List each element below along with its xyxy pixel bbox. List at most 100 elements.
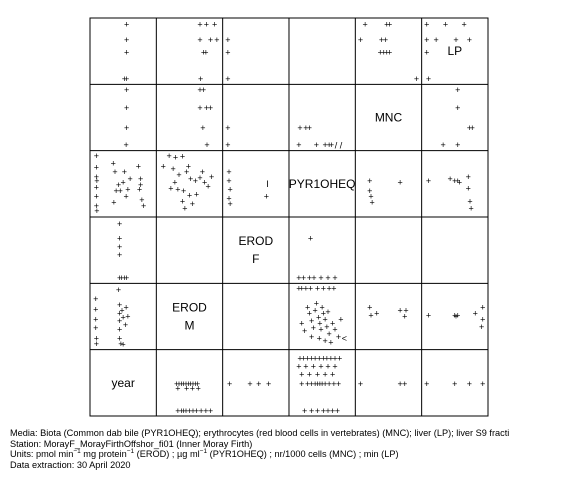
scatter-point: +	[228, 199, 233, 209]
caption-station: Station: MorayF_MorayFirthOffshor_fi01 (…	[10, 438, 253, 449]
scatter-point: +	[318, 273, 323, 283]
scatter-point: +	[124, 103, 129, 113]
scatter-point: +	[455, 103, 460, 113]
scatter-point: +	[111, 197, 116, 207]
scatter-point: +	[225, 47, 230, 57]
scatter-point: +	[315, 406, 320, 416]
scatter-point: +	[313, 306, 318, 316]
scatter-point: +	[183, 379, 188, 389]
scatter-point: +	[94, 172, 99, 182]
scatter-point: +	[124, 273, 129, 283]
scatter-point: +	[183, 406, 188, 416]
scatter-point: +	[94, 206, 99, 216]
scatter-point: +	[182, 203, 187, 213]
scatter-point: +	[190, 384, 195, 394]
scatter-point: +	[204, 103, 209, 113]
panel-dividers	[90, 18, 488, 416]
scatter-point: +	[111, 158, 116, 168]
scatter-point: +	[299, 379, 304, 389]
scatter-point: +	[206, 182, 211, 192]
scatter-point: +	[367, 186, 372, 196]
caption-media: Media: Biota (Common dab bile (PYR1OHEQ)…	[10, 428, 510, 438]
scatter-point: +	[200, 123, 205, 133]
scatter-point: +	[190, 379, 195, 389]
scatter-point: +	[325, 406, 330, 416]
scatter-point: +	[198, 74, 203, 84]
scatter-point: +	[424, 19, 429, 29]
scatter-point: +	[424, 35, 429, 45]
scatter-point: +	[125, 185, 130, 195]
scatter-point: +	[184, 167, 189, 177]
scatter-point: +	[317, 334, 322, 344]
scatter-point: +	[327, 283, 332, 293]
scatter-point: +	[181, 379, 186, 389]
scatter-point: +	[307, 123, 312, 133]
scatter-point: +	[335, 406, 340, 416]
scatter-point: +	[194, 406, 199, 416]
scatter-point: +	[208, 103, 213, 113]
scatter-point: +	[208, 406, 213, 416]
scatter-point: +	[311, 273, 316, 283]
scatter-point: +	[414, 74, 419, 84]
scatter-point: +	[311, 361, 316, 371]
scatter-point: +	[398, 379, 403, 389]
scatter-point: +	[174, 379, 179, 389]
scatter-point: +	[214, 35, 219, 45]
scatter-point: +	[136, 161, 141, 171]
scatter-point: +	[117, 300, 122, 310]
scatter-point: +	[378, 47, 383, 57]
scatter-point: +	[398, 178, 403, 188]
scatter-point: +	[322, 336, 327, 346]
scatter-point: +	[466, 172, 471, 182]
scatter-point: +	[457, 178, 462, 188]
scatter-point: +	[317, 353, 322, 363]
scatter-point: +	[117, 316, 122, 326]
scatter-point: +	[321, 309, 326, 319]
scatter-point: +	[176, 379, 181, 389]
scatter-point: +	[315, 283, 320, 293]
scatter-point: +	[320, 303, 325, 313]
scatter-point: +	[313, 379, 318, 389]
scatter-point: +	[467, 35, 472, 45]
scatter-point: +	[455, 85, 460, 95]
scatter-point: +	[188, 379, 193, 389]
scatter-point: +	[208, 35, 213, 45]
scatter-point: +	[303, 361, 308, 371]
scatter-point: +	[384, 47, 389, 57]
scatter-point: +	[94, 176, 99, 186]
diagonal-label: EROD	[238, 234, 273, 248]
scatter-point: +	[336, 332, 341, 342]
scatter-point: +	[94, 162, 99, 172]
scatter-point: +	[124, 74, 129, 84]
scatter-point: +	[93, 304, 98, 314]
scatter-point: +	[307, 309, 312, 319]
scatter-point: +	[204, 19, 209, 29]
scatter-point: +	[123, 192, 128, 202]
scatter-point: +	[480, 303, 485, 313]
scatter-point: +	[324, 322, 329, 332]
scatter-point: +	[317, 318, 322, 328]
scatter-point: +	[383, 35, 388, 45]
scatter-point: +	[161, 161, 166, 171]
scatter-point: +	[124, 47, 129, 57]
scatter-point: +	[196, 384, 201, 394]
scatter-point: +	[455, 140, 460, 150]
scatter-point: +	[225, 74, 230, 84]
scatter-point: +	[309, 353, 314, 363]
scatter-point: +	[122, 74, 127, 84]
scatter-point: +	[228, 185, 233, 195]
scatter-point: +	[331, 379, 336, 389]
scatter-point: +	[94, 201, 99, 211]
scatter-point: +	[119, 273, 124, 283]
scatter-point: +	[301, 273, 306, 283]
scatter-point: +	[209, 172, 214, 182]
scatter-point: +	[184, 384, 189, 394]
scatter-point: +	[256, 379, 261, 389]
scatter-point: +	[94, 182, 99, 192]
caption-units: Units: pmol min−1 mg protein−1 (EROD) ; …	[10, 448, 399, 460]
scatter-point: +	[330, 370, 335, 380]
scatter-point: +	[122, 167, 127, 177]
scatter-point: +	[328, 338, 333, 348]
scatter-point: +	[330, 318, 335, 328]
